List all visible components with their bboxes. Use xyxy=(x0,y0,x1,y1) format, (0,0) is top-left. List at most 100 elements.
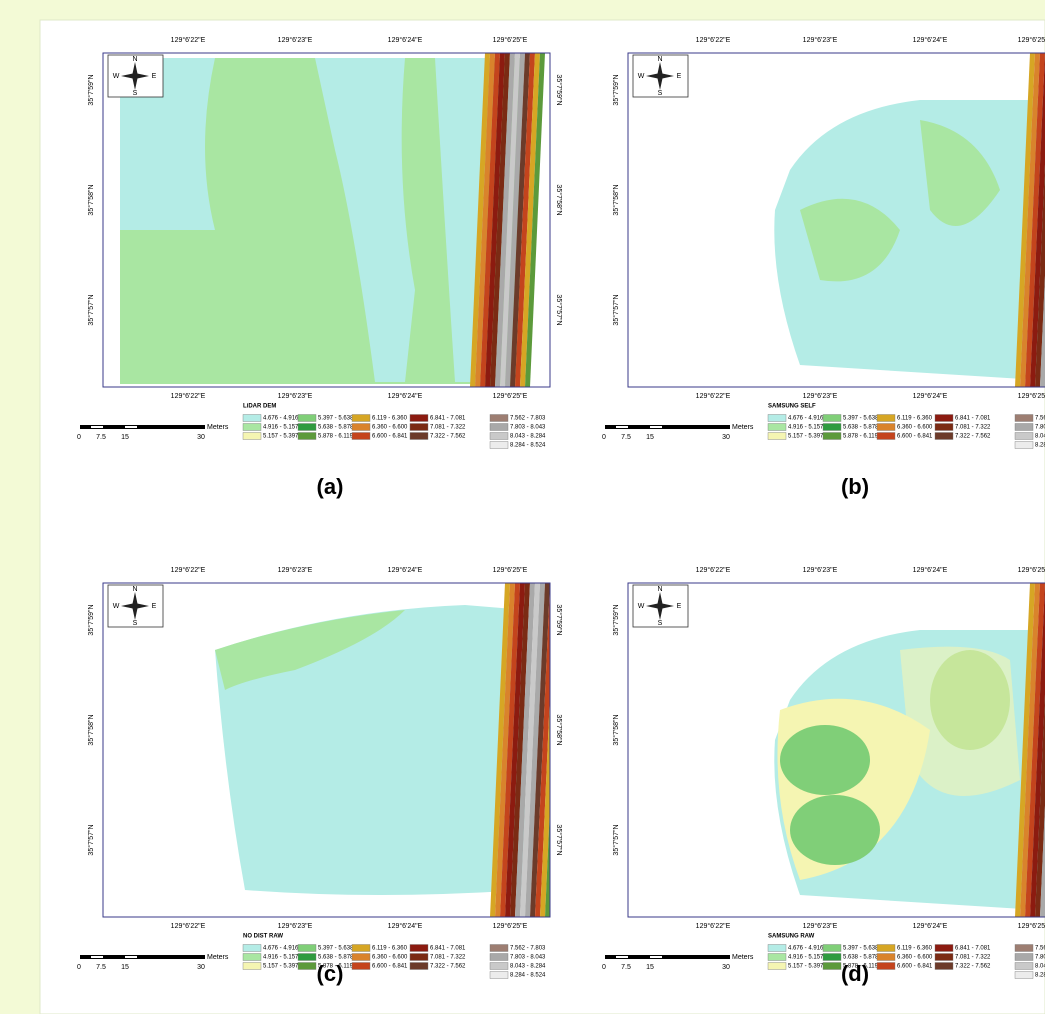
scale-label: 15 xyxy=(121,964,129,971)
scale-label: 7.5 xyxy=(96,434,106,441)
latitude-label: 35°7'57"N xyxy=(555,824,563,855)
legend-swatch xyxy=(823,945,841,952)
latitude-label: 35°7'59"N xyxy=(555,74,563,105)
legend-swatch xyxy=(768,424,786,431)
scale-label: 30 xyxy=(722,434,730,441)
legend-label: 7.562 - 7.803 xyxy=(510,946,546,952)
scale-label: 0 xyxy=(77,964,81,971)
latitude-label: 35°7'58"N xyxy=(555,714,563,745)
latitude-label: 35°7'57"N xyxy=(87,824,95,855)
longitude-label: 129°6'25"E xyxy=(1018,36,1045,44)
compass-label: S xyxy=(658,620,663,627)
legend-swatch xyxy=(243,424,261,431)
longitude-label: 129°6'23"E xyxy=(803,392,838,400)
legend-label: 5.397 - 5.638 xyxy=(843,946,879,952)
legend-label: 6.841 - 7.081 xyxy=(955,946,991,952)
latitude-label: 35°7'57"N xyxy=(555,294,563,325)
legend-label: 5.397 - 5.638 xyxy=(318,416,354,422)
longitude-label: 129°6'24"E xyxy=(388,392,423,400)
scale-label: 15 xyxy=(121,434,129,441)
legend-label: 6.841 - 7.081 xyxy=(955,416,991,422)
longitude-label: 129°6'22"E xyxy=(171,922,206,930)
legend-swatch xyxy=(1015,963,1033,970)
legend-swatch xyxy=(935,415,953,422)
scale-unit: Meters xyxy=(732,954,754,961)
legend-label: 5.638 - 5.878 xyxy=(318,425,354,431)
longitude-label: 129°6'25"E xyxy=(493,392,528,400)
compass-label: N xyxy=(132,56,137,63)
longitude-label: 129°6'25"E xyxy=(493,36,528,44)
legend-label: 4.916 - 5.157 xyxy=(788,955,824,961)
latitude-label: 35°7'58"N xyxy=(555,184,563,215)
legend-label: 7.803 - 8.043 xyxy=(1035,955,1045,961)
scale-label: 0 xyxy=(602,434,606,441)
longitude-label: 129°6'22"E xyxy=(696,392,731,400)
longitude-label: 129°6'24"E xyxy=(913,392,948,400)
legend-label: 7.322 - 7.562 xyxy=(955,964,991,970)
legend-swatch xyxy=(1015,424,1033,431)
compass-label: E xyxy=(152,73,157,80)
panel-caption: (b) xyxy=(841,474,869,499)
legend-swatch xyxy=(410,415,428,422)
latitude-label: 35°7'59"N xyxy=(87,74,95,105)
legend-label: 5.157 - 5.397 xyxy=(788,964,824,970)
legend-swatch xyxy=(490,433,508,440)
scale-label: 30 xyxy=(197,434,205,441)
legend-swatch xyxy=(823,963,841,970)
legend-label: 6.600 - 6.841 xyxy=(897,434,933,440)
legend-swatch xyxy=(490,945,508,952)
map-image xyxy=(120,53,545,387)
legend-swatch xyxy=(1015,415,1033,422)
legend-swatch xyxy=(877,963,895,970)
legend-swatch xyxy=(1015,945,1033,952)
scale-unit: Meters xyxy=(732,424,754,431)
compass-label: W xyxy=(638,73,645,80)
legend-label: 6.119 - 6.360 xyxy=(372,946,408,952)
legend-swatch xyxy=(877,945,895,952)
scale-label: 30 xyxy=(197,964,205,971)
longitude-label: 129°6'22"E xyxy=(171,36,206,44)
panel-caption: (c) xyxy=(317,961,344,986)
legend-swatch xyxy=(877,415,895,422)
scale-label: 30 xyxy=(722,964,730,971)
legend-swatch xyxy=(823,415,841,422)
longitude-label: 129°6'22"E xyxy=(696,566,731,574)
legend-swatch xyxy=(243,433,261,440)
legend-label: 7.322 - 7.562 xyxy=(430,434,466,440)
legend-swatch xyxy=(1015,972,1033,979)
legend-label: 6.841 - 7.081 xyxy=(430,416,466,422)
legend-title: SAMSUNG SELF xyxy=(768,404,816,410)
legend-label: 7.322 - 7.562 xyxy=(430,964,466,970)
legend-label: 6.360 - 6.600 xyxy=(897,425,933,431)
legend-swatch xyxy=(1015,433,1033,440)
legend-swatch xyxy=(410,954,428,961)
compass-label: N xyxy=(132,586,137,593)
legend-label: 7.803 - 8.043 xyxy=(510,425,546,431)
legend-label: 4.916 - 5.157 xyxy=(788,425,824,431)
legend-label: 5.638 - 5.878 xyxy=(318,955,354,961)
longitude-label: 129°6'24"E xyxy=(388,922,423,930)
scale-label: 15 xyxy=(646,434,654,441)
legend-label: 4.676 - 4.916 xyxy=(263,416,299,422)
legend-label: 7.081 - 7.322 xyxy=(955,425,991,431)
longitude-label: 129°6'23"E xyxy=(278,922,313,930)
compass-label: N xyxy=(657,586,662,593)
longitude-label: 129°6'22"E xyxy=(171,392,206,400)
legend-swatch xyxy=(243,945,261,952)
legend-label: 4.676 - 4.916 xyxy=(263,946,299,952)
legend-label: 5.157 - 5.397 xyxy=(263,964,299,970)
legend-swatch xyxy=(410,424,428,431)
legend-swatch xyxy=(768,963,786,970)
scale-bar-segment xyxy=(650,956,662,958)
legend-label: 6.119 - 6.360 xyxy=(897,946,933,952)
legend-swatch xyxy=(298,945,316,952)
legend-swatch xyxy=(352,954,370,961)
legend-swatch xyxy=(352,433,370,440)
scale-bar-segment xyxy=(125,426,137,428)
legend-swatch xyxy=(768,415,786,422)
legend-swatch xyxy=(490,954,508,961)
compass-label: S xyxy=(658,90,663,97)
scale-bar-segment xyxy=(616,426,628,428)
legend-label: 4.916 - 5.157 xyxy=(263,955,299,961)
scale-unit: Meters xyxy=(207,954,229,961)
